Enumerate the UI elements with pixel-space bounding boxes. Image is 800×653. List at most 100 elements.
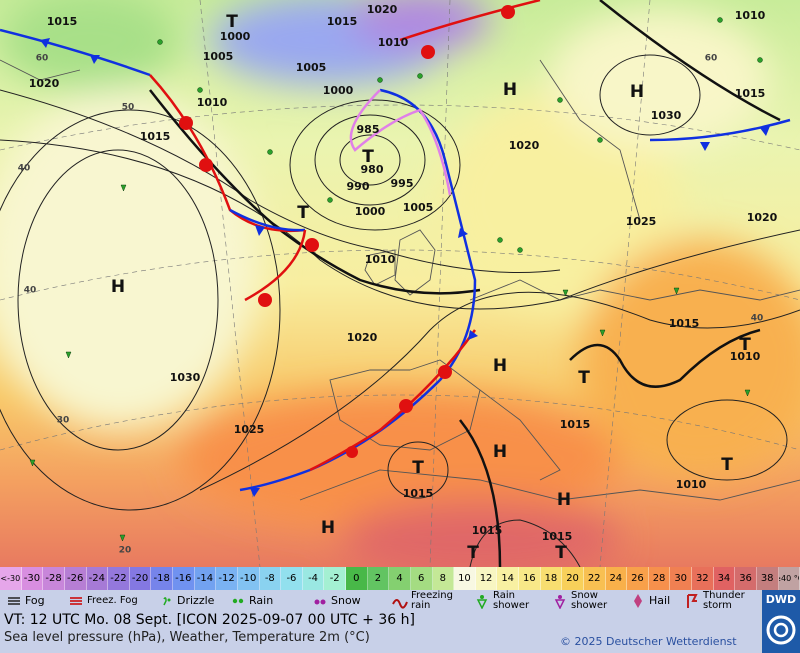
scale-cell: 20 (562, 567, 584, 590)
isobar-label: 1000 (220, 30, 251, 43)
isobar-label: 1015 (140, 130, 171, 143)
warm-front (149, 74, 306, 233)
legend-item: Freezing rain (392, 590, 463, 612)
pressure-center: T (721, 455, 733, 475)
latitude-label: 60 (36, 54, 49, 64)
scale-cell: 16 (519, 567, 541, 590)
scale-cell: -4 (302, 567, 325, 590)
isobar-label: 1025 (234, 423, 265, 436)
latitude-label: 30 (57, 416, 70, 426)
legend-label: Snow shower (571, 590, 608, 611)
legend-label: Fog (25, 594, 45, 607)
legend-item: Freez. Fog (68, 590, 139, 612)
isobar-label: 995 (391, 177, 414, 190)
isobar-label: 1000 (355, 205, 386, 218)
scale-cell: -28 (43, 567, 65, 590)
pressure-center: T (362, 147, 374, 167)
isobar-label: 1010 (730, 350, 761, 363)
legend-label: Hail (649, 594, 671, 607)
latitude-label: 50 (122, 103, 135, 113)
pressure-center: T (226, 12, 238, 32)
legend-item: Drizzle (158, 590, 214, 612)
dwd-logo: DWD (762, 590, 800, 653)
occlusion (349, 89, 452, 196)
isobar-label: 1020 (509, 139, 540, 152)
pressure-center: T (578, 368, 590, 388)
isobar-label: 1010 (365, 253, 396, 266)
legend-icon (634, 594, 642, 608)
scale-cell: -16 (173, 567, 195, 590)
scale-cell: -14 (194, 567, 217, 590)
temperature-field (0, 0, 800, 567)
isobar-label: 1005 (403, 201, 434, 214)
pressure-center: T (467, 543, 479, 563)
scale-cell: -24 (86, 567, 109, 590)
scale-cell: 26 (627, 567, 649, 590)
scale-cell: 10 (454, 567, 476, 590)
scale-cell: 2 (367, 567, 390, 590)
isobar-label: 1015 (47, 15, 78, 28)
pressure-center: H (493, 442, 507, 462)
pressure-center: T (412, 458, 424, 478)
scale-cell: 30 (670, 567, 692, 590)
pressure-center: T (555, 543, 567, 563)
isobar-label: 1020 (367, 3, 398, 16)
temperature-scale: <-30 -30 -28 -26 -24 -22 -20 -18 -16 -14 -12 -10 -8-… (0, 567, 800, 590)
isobar-label: 1015 (403, 487, 434, 500)
scale-cell: 4 (389, 567, 411, 590)
pressure-center: T (739, 335, 751, 355)
valid-time: VT: 12 UTC Mo. 08 Sept. [ICON 2025-09-07… (4, 612, 415, 628)
isobar-label: 1030 (170, 371, 201, 384)
scale-cell: 36 (735, 567, 757, 590)
scale-cell: -10 (237, 567, 260, 590)
scale-cell: -6 (281, 567, 303, 590)
scale-cell: -26 (64, 567, 87, 590)
legend-label: Thunder storm (703, 590, 745, 611)
legend-item: Fog (6, 590, 45, 612)
scale-cell: 34 (713, 567, 736, 590)
coastlines (0, 59, 800, 501)
legend-item: Snow shower (552, 590, 623, 612)
isobar-label: 1020 (747, 211, 778, 224)
latitude-label: 20 (119, 546, 132, 556)
scale-cell: 18 (540, 567, 563, 590)
footer: VT: 12 UTC Mo. 08 Sept. [ICON 2025-09-07… (0, 612, 760, 653)
legend-label: Rain shower (493, 590, 530, 611)
isobar-label: 1010 (735, 9, 766, 22)
fronts (0, 0, 791, 497)
pressure-center: H (630, 82, 644, 102)
legend-item: Snow (312, 590, 361, 612)
scale-cell: 28 (648, 567, 671, 590)
isobar-label: 1020 (29, 77, 60, 90)
logo-text: DWD (765, 593, 797, 606)
scale-cell: 24 (605, 567, 628, 590)
legend-icon (314, 599, 326, 605)
legend-label: Rain (249, 594, 274, 607)
scale-cell: 38 (756, 567, 779, 590)
isobar-label: 1010 (197, 96, 228, 109)
legend-icon (392, 599, 408, 609)
isobar-label: 1015 (669, 317, 700, 330)
cold-front (229, 208, 306, 232)
legend-label: Drizzle (177, 594, 215, 607)
scale-cell: -22 (108, 567, 130, 590)
latitude-label: 60 (705, 54, 718, 64)
scale-cell: -30 (21, 567, 44, 590)
scale-cell: -2 (324, 567, 346, 590)
isobar-label: 1000 (323, 84, 354, 97)
scale-cell: 32 (692, 567, 714, 590)
logo-icon (766, 615, 796, 645)
isobar-label: 1015 (542, 530, 573, 543)
cold-front (0, 28, 151, 77)
pressure-center: T (297, 203, 309, 223)
legend-item: Rain shower (474, 590, 545, 612)
isobar-label: 1020 (347, 331, 378, 344)
isobar-label: 1010 (378, 36, 409, 49)
isobar-label: 1025 (626, 215, 657, 228)
legend-icon (232, 598, 244, 604)
isobar-label: 990 (347, 180, 370, 193)
legend-item: Thunder storm (684, 590, 755, 612)
warm-front (309, 329, 477, 472)
